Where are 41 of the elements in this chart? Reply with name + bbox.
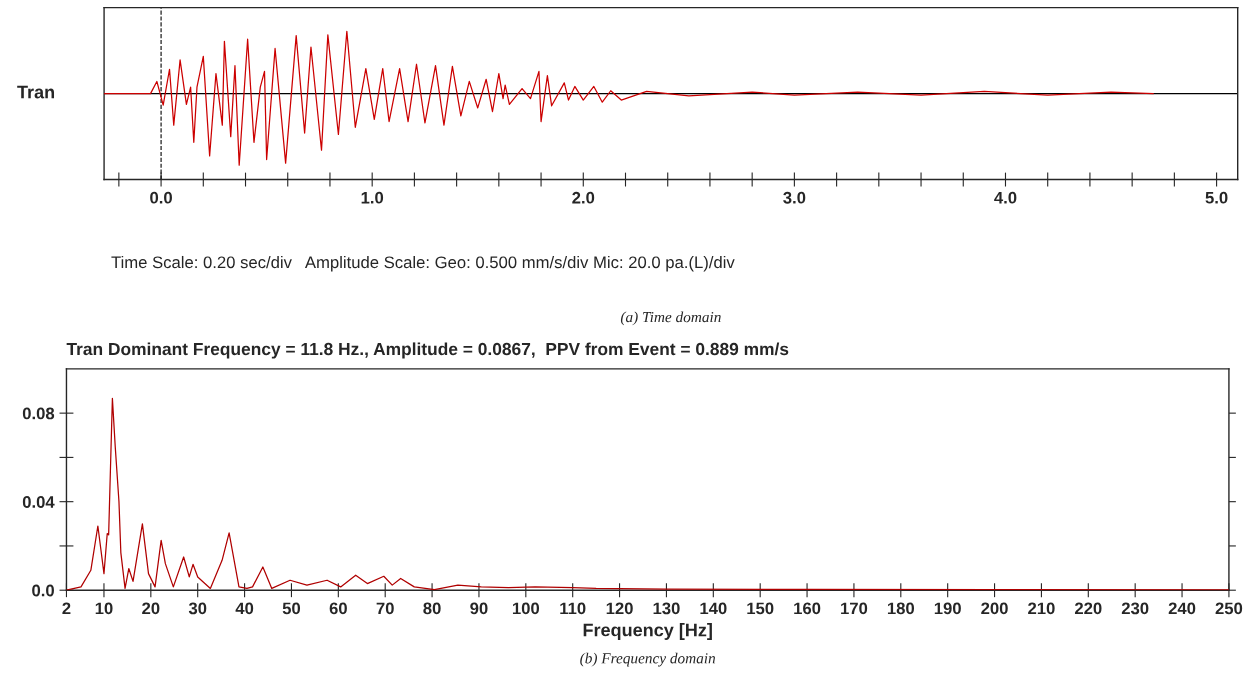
x-tick-label: 120 (606, 602, 633, 615)
y-axis-title: Tran (17, 85, 55, 99)
text: (b) Frequency domain (580, 652, 716, 667)
x-tick-label: 10 (95, 602, 113, 615)
x-tick-label: 3.0 (783, 191, 806, 204)
x-axis-title: Frequency [Hz] (583, 623, 712, 640)
x-tick-label: 210 (1028, 602, 1055, 615)
x-tick-label: 1.0 (361, 191, 384, 204)
y-tick-label: 0.0 (32, 584, 54, 597)
x-tick-label: 80 (423, 602, 441, 615)
x-tick-label: 150 (747, 602, 774, 615)
y-tick-label: 0.08 (22, 407, 55, 420)
x-tick-label: 4.0 (994, 191, 1017, 204)
x-tick-label: 180 (887, 602, 915, 615)
x-tick-label: 190 (934, 602, 961, 615)
x-tick-label: 0.0 (150, 191, 172, 204)
x-tick-label: 100 (512, 602, 540, 615)
x-tick-label: 60 (329, 602, 347, 615)
x-tick-label: 140 (700, 602, 727, 615)
x-tick-label: 50 (282, 602, 301, 615)
x-tick-label: 230 (1121, 602, 1149, 615)
x-tick-label: 90 (470, 602, 488, 615)
x-tick-label: 200 (981, 602, 1008, 615)
x-tick-label: 2.0 (572, 191, 595, 204)
x-tick-label: 110 (560, 602, 586, 615)
x-tick-label: 40 (235, 602, 254, 615)
x-tick-label: 70 (376, 602, 394, 615)
x-tick-label: 5.0 (1205, 191, 1228, 204)
x-tick-label: 240 (1168, 602, 1196, 615)
x-tick-label: 2 (62, 602, 71, 615)
chart-title: Tran Dominant Frequency = 11.8 Hz., Amplitude = 0.0867, PPV from Event = 0.889 mm/s (66, 342, 789, 359)
x-tick-label: 160 (794, 602, 821, 615)
y-tick-label: 0.04 (22, 496, 55, 508)
text: Time Scale: 0.20 sec/div Amplitude Scale: Geo: 0.500 mm/s/div Mic: 20.0 pa.(L)/div (111, 255, 735, 272)
x-tick-label: 220 (1074, 602, 1102, 615)
x-tick-label: 20 (142, 602, 160, 615)
text: (a) Time domain (620, 311, 721, 326)
x-tick-label: 250 (1215, 602, 1243, 615)
x-tick-label: 170 (841, 602, 868, 615)
x-tick-label: 130 (653, 602, 680, 615)
x-tick-label: 30 (188, 602, 207, 615)
